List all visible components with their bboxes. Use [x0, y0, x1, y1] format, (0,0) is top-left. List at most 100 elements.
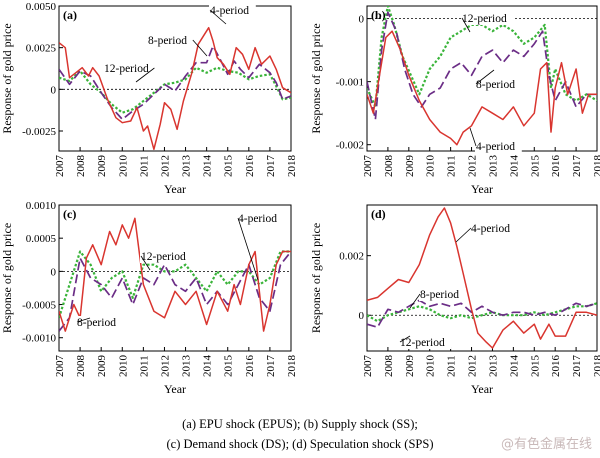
panel-a-y-tick-label: 0.0025 — [26, 43, 57, 55]
panel-a-x-tick-label: 2015 — [223, 155, 235, 178]
panel-a-x-tick-label: 2012 — [159, 155, 171, 177]
panel-b-x-tick-label: 2012 — [467, 155, 479, 177]
panel-b-x-tick-label: 2016 — [550, 155, 562, 178]
panel-d-x-tick-label: 2013 — [487, 354, 499, 377]
panel-c-annotation-bg — [237, 212, 284, 225]
panel-c-annotation-bg — [140, 250, 193, 263]
panel-a-x-tick-label: 2017 — [265, 155, 277, 178]
panel-d-annotation-bg — [470, 222, 517, 235]
panel-c-x-tick-label: 2010 — [117, 355, 129, 378]
panel-b-annotation-12-period: 12-period — [462, 13, 507, 25]
panel-c-series-8-period — [59, 250, 291, 332]
panel-d: 2007 2008 2009 2010 2011 2012 2013 2014 2015 2016… — [309, 204, 600, 396]
figure-caption-line-1: (a) EPU shock (EPUS); (b) Supply shock (… — [182, 417, 418, 431]
panel-d-x-tick-label: 2012 — [467, 355, 479, 377]
panel-c-x-tick-label: 2012 — [159, 355, 171, 377]
panel-d-x-tick-label: 2014 — [508, 355, 520, 378]
panel-d-x-tick-label: 2008 — [383, 355, 395, 378]
panel-d-x-tick-label: 2018 — [592, 355, 600, 378]
panel-b-annotation-4-period: 4-period — [476, 141, 515, 153]
panel-b-tag: (b) — [371, 8, 386, 22]
figure-caption-line-2: (c) Demand shock (DS); (d) Speculation s… — [166, 437, 434, 451]
panel-c-y-tick-label: -0.0010 — [22, 333, 56, 345]
panel-a-y-tick-label: 0.0050 — [26, 1, 57, 13]
panel-d-x-tick-label: 2009 — [404, 355, 416, 378]
panel-c-y-axis-label: Response of gold price — [0, 223, 14, 333]
panel-a-annotation-8-period: 8-period — [148, 35, 187, 47]
panel-d-y-tick-label: 0 — [359, 310, 365, 322]
panel-b-annotation-pointer — [469, 127, 477, 147]
panel-d-annotation-bg — [399, 336, 452, 349]
panel-d-y-tick-label: 0.002 — [339, 251, 364, 263]
watermark-text: @有色金属在线 — [500, 437, 592, 452]
panel-c-annotation-12-period: 12-period — [141, 251, 186, 263]
panel-d-x-tick-label: 2017 — [571, 355, 583, 378]
panel-a-annotation-12-period: 12-period — [104, 63, 149, 75]
panel-d-frame — [366, 204, 598, 352]
panel-c-x-tick-label: 2014 — [202, 355, 214, 378]
panel-d-x-tick-label: 2011 — [446, 355, 458, 377]
panel-a-annotation-pointer — [209, 9, 227, 25]
panel-a-y-tick-label: -0.0025 — [22, 126, 56, 138]
panel-a-annotation-bg — [209, 4, 256, 17]
panel-b-x-tick-label: 2014 — [508, 155, 520, 178]
panel-b-y-tick-label: -0.001 — [336, 77, 364, 89]
panel-b-y-tick-label: 0 — [359, 14, 365, 26]
panel-a-x-tick-label: 2010 — [117, 155, 129, 178]
panel-a-x-tick-label: 2014 — [202, 155, 214, 178]
panel-a-series-8-period — [59, 45, 291, 121]
panel-c-y-tick-label: 0.0010 — [26, 200, 57, 212]
panel-c-annotation-pointer — [237, 217, 259, 281]
panel-c-annotation-pointer — [140, 255, 151, 271]
panel-b-annotation-bg — [475, 140, 522, 153]
panel-c-x-tick-label: 2016 — [244, 355, 256, 378]
panel-a-y-axis-label: Response of gold price — [0, 23, 14, 133]
panel-b-x-tick-label: 2008 — [383, 155, 395, 178]
panel-c-x-tick-label: 2009 — [96, 355, 108, 378]
panel-a-x-tick-label: 2007 — [54, 155, 66, 178]
panel-d-annotation-12-period: 12-period — [400, 337, 445, 349]
panel-c-x-tick-label: 2007 — [54, 355, 66, 378]
panel-a: 2007 2008 2009 2010 2011 2012 2013 2014 2015 2016… — [0, 1, 298, 196]
panel-d-annotation-4-period: 4-period — [471, 223, 510, 235]
panel-c-x-tick-label: 2013 — [181, 355, 193, 378]
panel-a-x-tick-label: 2018 — [286, 155, 298, 178]
panel-a-series-12-period — [59, 66, 291, 114]
panel-d-annotation-pointer — [399, 335, 411, 343]
panel-b-x-tick-label: 2015 — [529, 155, 541, 178]
panel-d-x-axis-label: Year — [471, 382, 493, 396]
panel-b-x-tick-label: 2007 — [362, 155, 374, 178]
panel-d-annotation-pointer — [409, 293, 421, 309]
panel-c-y-tick-label: -0.0005 — [22, 300, 56, 312]
figure-panels: 2007 2008 2009 2010 2011 2012 2013 2014 2015 2016… — [0, 1, 600, 396]
panel-b-y-tick-label: -0.002 — [336, 140, 364, 152]
panel-d-x-tick-label: 2007 — [362, 355, 374, 378]
panel-c-y-tick-label: 0.0005 — [26, 233, 57, 245]
panel-b-annotation-pointer — [461, 17, 471, 33]
panel-b-annotation-pointer — [475, 69, 495, 85]
panel-b-series-4-period — [367, 30, 597, 146]
panel-c-annotation-pointer — [76, 317, 91, 323]
panel-d-y-axis-label: Response of gold price — [309, 223, 323, 333]
panel-d-x-tick-label: 2016 — [550, 355, 562, 378]
panel-a-annotation-4-period: 4-period — [210, 5, 249, 17]
panel-c-annotation-4-period: 4-period — [238, 213, 277, 225]
panel-c-annotation-8-period: 8-period — [77, 317, 116, 329]
panel-c-annotation-bg — [76, 316, 123, 329]
panel-a-y-tick-label: 0 — [51, 84, 57, 96]
panel-a-tag: (a) — [63, 8, 77, 22]
panel-a-frame — [58, 5, 292, 152]
panel-b-x-tick-label: 2010 — [425, 155, 437, 178]
panel-a-series-4-period — [59, 26, 291, 151]
panel-d-annotation-pointer — [455, 227, 472, 243]
panel-c-x-axis-label: Year — [164, 382, 186, 396]
panel-d-series-4-period — [367, 207, 597, 349]
panel-b-x-tick-label: 2017 — [571, 155, 583, 178]
panel-a-x-tick-label: 2008 — [75, 155, 87, 178]
panel-a-x-tick-label: 2016 — [244, 155, 256, 178]
panel-d-annotation-bg — [419, 288, 466, 301]
panel-b-annotation-bg — [461, 12, 514, 25]
panel-a-x-axis-label: Year — [164, 182, 186, 196]
panel-c-tag: (c) — [63, 207, 76, 221]
panel-c: 2007 2008 2009 2010 2011 2012 2013 2014 2015 2016… — [0, 200, 298, 396]
